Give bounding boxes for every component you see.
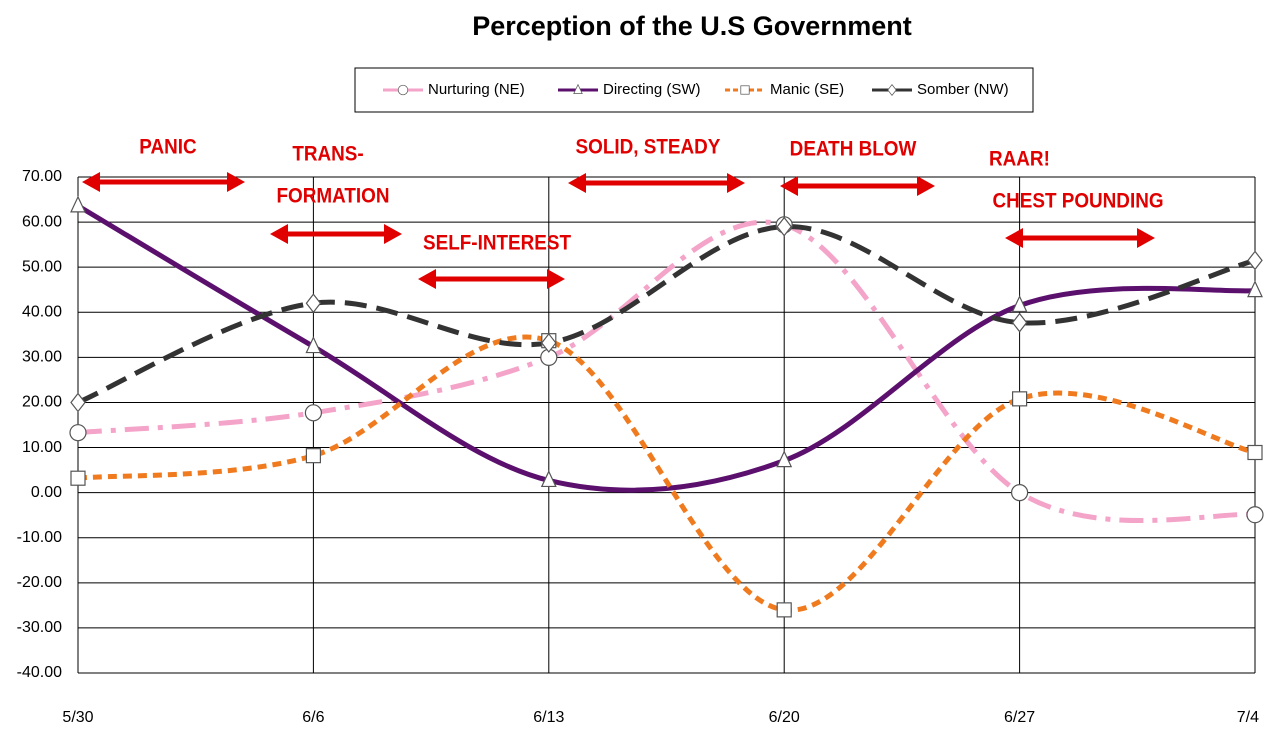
marker [305,293,322,314]
legend-label: Directing (SW) [603,81,701,98]
annotation: CHEST POUNDING [992,190,1163,213]
marker [397,84,409,96]
arrow-head [727,173,745,193]
y-tick-label: 40.00 [22,303,62,320]
x-tick-label: 6/13 [533,709,564,726]
y-tick-label: 70.00 [22,168,62,185]
series-line [77,219,1256,524]
marker [1011,312,1028,333]
y-tick-label: -10.00 [17,529,62,546]
series-line [77,224,1256,405]
arrow-head [1137,228,1155,248]
x-tick-label: 6/6 [302,709,324,726]
legend-label: Nurturing (NE) [428,81,525,98]
y-tick-label: 10.00 [22,439,62,456]
y-tick-label: 20.00 [22,394,62,411]
annotation: TRANS- [292,143,363,166]
arrow-head [82,172,100,192]
annotation: RAAR! [989,148,1050,171]
arrow-head [270,224,288,244]
x-tick-label: 5/30 [62,709,93,726]
annotation: SOLID, STEADY [576,136,721,159]
annotation: DEATH BLOW [790,138,917,161]
arrow-head [384,224,402,244]
y-tick-label: -40.00 [17,664,62,681]
x-tick-label: 6/27 [1004,709,1035,726]
x-tick-label: 7/4 [1237,709,1259,726]
legend-label: Manic (SE) [770,81,844,98]
annotation: FORMATION [277,185,390,208]
chart-title: Perception of the U.S Government [472,11,912,41]
marker [776,602,792,618]
marker [70,392,86,413]
y-tick-label: -30.00 [17,619,62,636]
marker [887,84,897,96]
marker [305,448,321,464]
annotation: SELF-INTEREST [423,232,571,255]
marker [1247,280,1263,298]
y-tick-label: 50.00 [22,258,62,275]
marker [1247,250,1263,271]
arrow-head [547,269,565,289]
arrow-head [1005,228,1023,248]
arrow-head [917,176,935,196]
marker [70,470,86,486]
marker [541,332,557,353]
series-line [76,203,1256,493]
arrow-head [780,176,798,196]
legend-label: Somber (NW) [917,81,1009,98]
legend-box [354,67,1034,113]
arrow-head [227,172,245,192]
marker [305,336,322,354]
marker [1247,444,1263,461]
y-tick-label: 0.00 [31,484,62,501]
marker [70,195,86,213]
y-tick-label: 60.00 [22,213,62,230]
marker [540,470,557,488]
annotation: PANIC [139,136,196,159]
marker [573,83,583,94]
arrow-head [568,173,586,193]
x-tick-label: 6/20 [769,709,800,726]
marker [1246,506,1264,524]
marker [1010,484,1029,502]
marker [776,450,793,468]
marker [304,404,322,422]
y-tick-label: -20.00 [17,574,62,591]
marker [1011,295,1028,313]
marker [69,424,87,442]
y-tick-label: 30.00 [22,349,62,366]
marker [1011,391,1028,407]
marker [776,216,792,237]
series-line [77,334,1256,613]
arrow-head [418,269,436,289]
marker [740,85,750,95]
